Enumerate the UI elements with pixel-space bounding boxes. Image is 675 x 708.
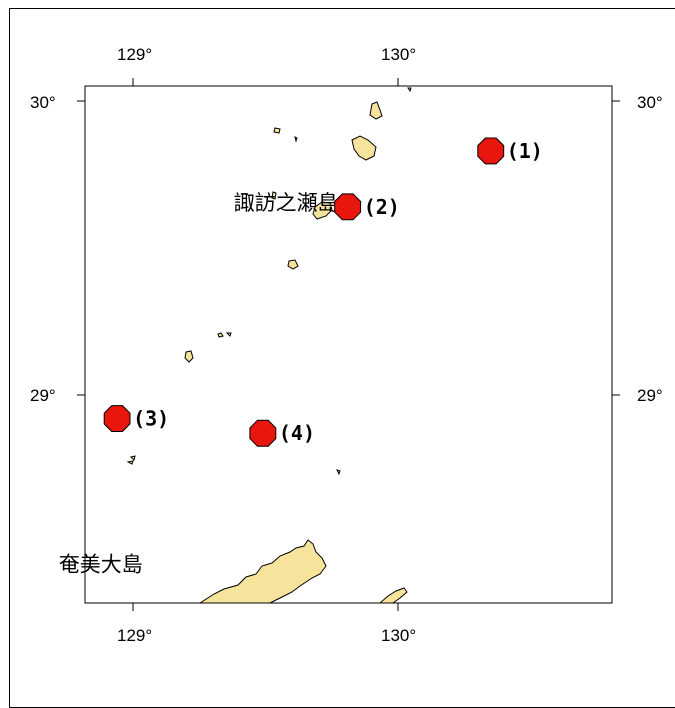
left-lat-label-30: 30° bbox=[30, 93, 56, 112]
island-kakeromajima bbox=[378, 587, 408, 604]
top-lon-label-129: 129° bbox=[117, 45, 152, 64]
place-label-suwanosejima: 諏訪之瀬島 bbox=[234, 191, 339, 215]
map-canvas: 129° 130° 129° 130° 30° 29° 30° 29° 諏訪之瀬… bbox=[30, 45, 663, 645]
marker-label-1: (1) bbox=[507, 139, 543, 163]
marker-4 bbox=[249, 419, 277, 447]
island-north-tiny bbox=[407, 87, 412, 93]
tick-marks bbox=[77, 78, 620, 611]
islet-g bbox=[184, 350, 194, 363]
islet-e bbox=[217, 332, 224, 338]
marker-label-2: (2) bbox=[364, 195, 400, 219]
bottom-lon-label-130: 130° bbox=[381, 626, 416, 645]
plot-border bbox=[84, 85, 613, 604]
right-lat-label-30: 30° bbox=[637, 93, 663, 112]
top-lon-label-130: 130° bbox=[381, 45, 416, 64]
islet-f bbox=[225, 332, 232, 337]
marker-3 bbox=[103, 405, 131, 432]
islet-a bbox=[273, 127, 281, 134]
place-label-amami-oshima: 奄美大島 bbox=[59, 552, 143, 576]
marker-label-4: (4) bbox=[279, 421, 315, 445]
islet-b bbox=[294, 136, 298, 143]
islet-c bbox=[271, 191, 277, 200]
marker-2 bbox=[334, 193, 362, 221]
island-group bbox=[126, 87, 412, 604]
islet-h bbox=[130, 455, 136, 461]
islet-i bbox=[126, 460, 134, 465]
bottom-lon-label-129: 129° bbox=[117, 626, 152, 645]
marker-label-3: (3) bbox=[133, 407, 169, 431]
islet-d bbox=[287, 259, 299, 270]
marker-group: (1) (2) (3) (4) bbox=[103, 137, 543, 447]
left-lat-label-29: 29° bbox=[30, 386, 56, 405]
island-suwanosejima bbox=[312, 201, 333, 220]
right-lat-label-29: 29° bbox=[637, 386, 663, 405]
marker-1 bbox=[477, 137, 505, 165]
island-nakanoshima bbox=[351, 135, 377, 161]
island-north-1 bbox=[369, 101, 383, 120]
island-amami-oshima bbox=[198, 539, 327, 604]
islet-j bbox=[336, 469, 341, 476]
